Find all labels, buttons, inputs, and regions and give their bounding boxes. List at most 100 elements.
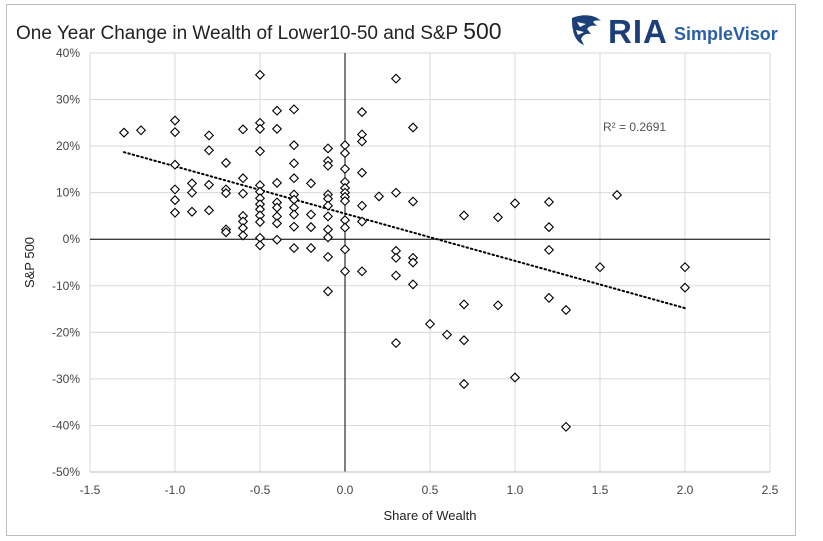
- y-tick-label: 10%: [56, 186, 80, 200]
- data-point: [543, 244, 555, 256]
- y-tick-label: -50%: [52, 465, 80, 479]
- data-point: [135, 125, 147, 136]
- data-point: [509, 372, 521, 383]
- data-point: [560, 421, 572, 432]
- data-point: [169, 159, 181, 170]
- data-point: [169, 195, 181, 206]
- y-tick-label: -40%: [52, 418, 80, 432]
- data-point: [492, 300, 504, 311]
- data-point: [271, 105, 283, 116]
- data-point: [220, 227, 232, 238]
- y-tick-label: -10%: [52, 279, 80, 293]
- data-point: [356, 200, 368, 211]
- data-point: [356, 266, 368, 277]
- data-point: [254, 69, 266, 80]
- data-point: [203, 130, 215, 141]
- data-point: [305, 222, 317, 233]
- data-point: [118, 127, 130, 138]
- data-point: [356, 136, 368, 147]
- data-point: [271, 123, 283, 134]
- data-point: [254, 123, 266, 134]
- data-point: [220, 157, 232, 168]
- x-tick-label: 2.5: [762, 483, 779, 497]
- gridlines: [89, 52, 771, 473]
- x-tick-label: 1.0: [507, 483, 524, 497]
- data-point: [441, 329, 453, 340]
- data-point: [339, 244, 351, 255]
- data-point: [679, 262, 691, 273]
- x-tick-label: -0.5: [250, 483, 271, 497]
- data-point: [492, 212, 504, 223]
- ria-logo: RIA SimpleVisor: [568, 12, 793, 52]
- data-point: [288, 140, 300, 151]
- y-tick-label: 0%: [63, 232, 81, 246]
- x-axis-title: Share of Wealth: [384, 508, 477, 523]
- x-tick-label: 1.5: [592, 483, 609, 497]
- data-point: [356, 167, 368, 178]
- data-point: [254, 146, 266, 157]
- data-point: [594, 262, 606, 273]
- data-point: [288, 104, 300, 115]
- data-point: [407, 122, 419, 133]
- x-tick-label: -1.0: [165, 483, 186, 497]
- y-tick-label: -20%: [52, 325, 80, 339]
- x-tick-label: 0.0: [337, 483, 354, 497]
- data-point: [220, 188, 232, 199]
- y-tick-label: 20%: [56, 139, 80, 153]
- eagle-icon: [572, 15, 601, 45]
- data-point: [458, 210, 470, 221]
- data-point: [305, 242, 317, 254]
- data-point: [169, 184, 181, 195]
- data-point: [305, 178, 317, 189]
- chart-title-main: One Year Change in Wealth of Lower10-50 …: [16, 23, 458, 44]
- data-point: [186, 187, 198, 198]
- data-point: [288, 173, 300, 184]
- data-point: [186, 178, 198, 189]
- data-point: [322, 251, 334, 262]
- y-axis-title: S&P 500: [22, 237, 37, 288]
- tick-labels: -1.5 -1.0 -0.5 0.0 0.5 1.0 1.5 2.0 2.5 40% 30% 20% 1…: [52, 46, 779, 497]
- data-point: [237, 188, 249, 199]
- chart-title: One Year Change in Wealth of Lower10-50 …: [16, 18, 502, 45]
- data-point: [458, 299, 470, 310]
- data-point: [169, 127, 181, 138]
- x-tick-label: 2.0: [677, 483, 694, 497]
- data-point: [271, 234, 283, 245]
- data-point: [288, 158, 300, 169]
- data-point: [169, 115, 181, 126]
- trendline: [123, 151, 686, 310]
- logo-subtitle: SimpleVisor: [674, 24, 778, 44]
- data-point: [407, 279, 419, 290]
- data-point: [543, 292, 555, 303]
- data-point: [237, 230, 249, 241]
- data-point: [407, 196, 419, 207]
- data-point: [560, 304, 572, 316]
- data-point: [356, 216, 368, 227]
- data-point: [356, 107, 368, 118]
- data-point: [339, 148, 351, 159]
- y-tick-label: -30%: [52, 372, 80, 386]
- data-point: [339, 266, 351, 277]
- data-point: [424, 318, 436, 330]
- data-point: [407, 257, 419, 268]
- data-point: [288, 209, 300, 220]
- data-point: [543, 196, 555, 208]
- data-point: [254, 216, 266, 228]
- data-point: [271, 177, 283, 188]
- y-tick-label: 40%: [56, 46, 80, 60]
- data-point: [288, 221, 300, 232]
- data-point: [271, 202, 283, 213]
- data-point: [203, 205, 215, 216]
- data-point: [186, 206, 198, 217]
- trendline-line: [123, 151, 686, 310]
- data-point: [322, 200, 334, 211]
- x-tick-label: 0.5: [422, 483, 439, 497]
- data-point: [339, 222, 351, 233]
- data-point: [203, 145, 215, 156]
- data-point: [611, 189, 623, 201]
- data-point: [237, 124, 249, 135]
- chart-title-suffix: 500: [463, 18, 502, 44]
- x-tick-label: -1.5: [80, 483, 101, 497]
- r-squared-label: R² = 0.2691: [603, 120, 666, 134]
